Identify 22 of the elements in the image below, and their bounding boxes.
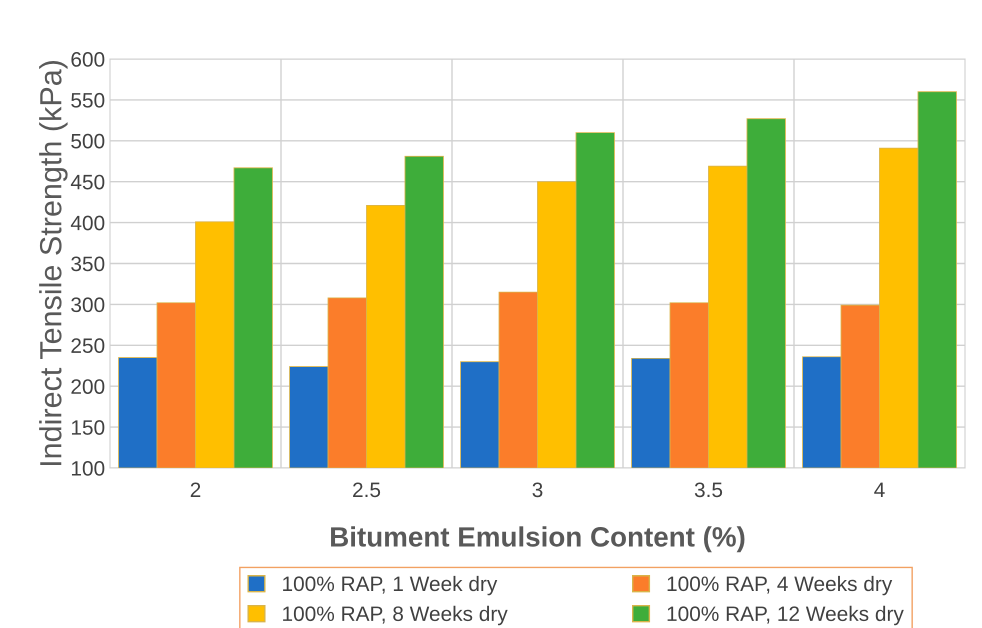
x-tick-label: 3.5 bbox=[694, 482, 722, 498]
y-tick-label: 300 bbox=[71, 297, 104, 312]
x-tick-label: 4 bbox=[874, 482, 885, 497]
legend-label: 100% RAP, 12 Weeks dry bbox=[668, 606, 904, 626]
y-tick-label: 250 bbox=[71, 338, 104, 354]
x-tick-label: 2.5 bbox=[353, 482, 380, 498]
x-axis-title: Bitument Emulsion Content (%) bbox=[331, 526, 744, 552]
x-tick-label: 3 bbox=[532, 482, 542, 498]
y-tick-label: 450 bbox=[70, 174, 104, 190]
y-tick-label: 500 bbox=[71, 134, 104, 149]
y-tick-label: 150 bbox=[72, 420, 104, 435]
y-axis-title: Indirect Tensile Strength (kPa) bbox=[39, 61, 68, 466]
legend-label: 100% RAP, 4 Weeks dry bbox=[668, 576, 892, 596]
legend-label: 100% RAP, 1 Week dry bbox=[283, 576, 498, 596]
y-tick-label: 550 bbox=[71, 92, 104, 108]
y-tick-label: 350 bbox=[71, 256, 104, 272]
y-tick-label: 200 bbox=[71, 379, 104, 394]
y-tick-label: 100 bbox=[72, 461, 104, 476]
y-tick-label: 600 bbox=[71, 52, 104, 67]
legend-label: 100% RAP, 8 Weeks dry bbox=[283, 606, 508, 626]
y-tick-label: 400 bbox=[70, 216, 104, 230]
x-tick-label: 2 bbox=[190, 482, 200, 497]
